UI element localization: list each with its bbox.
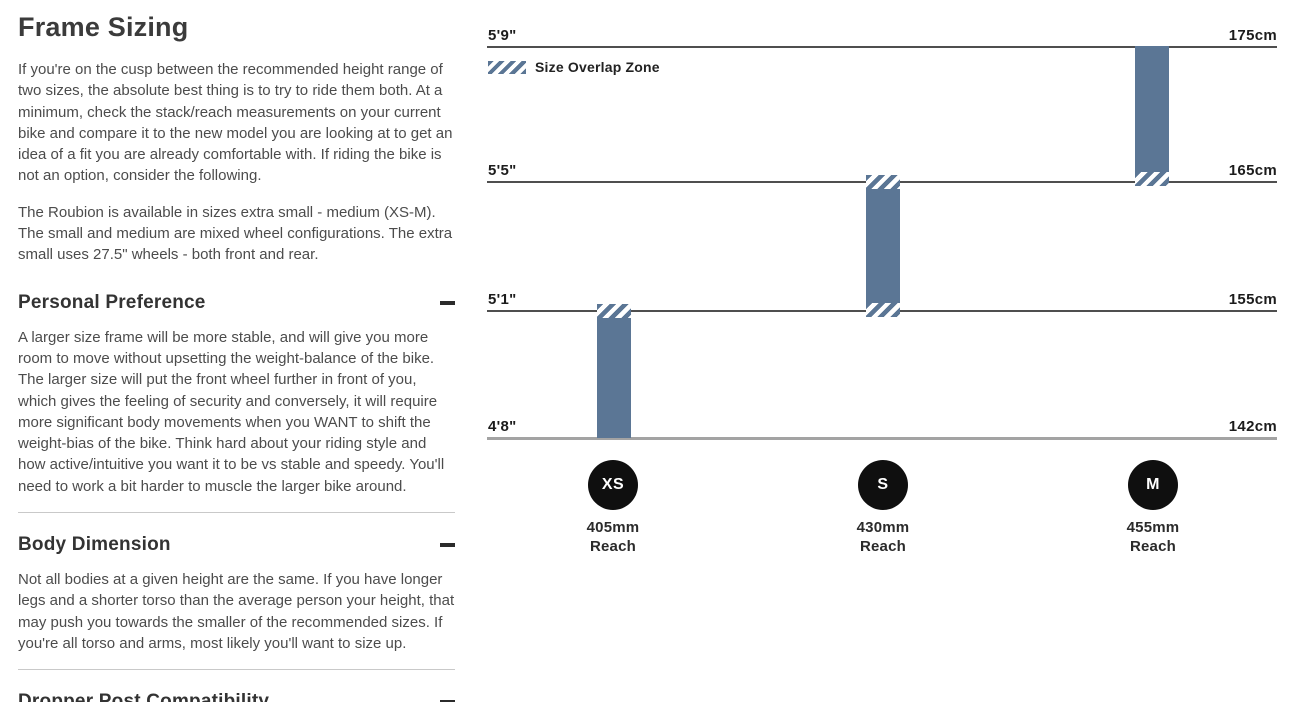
section-heading: Personal Preference — [18, 291, 206, 313]
page-title: Frame Sizing — [18, 12, 189, 42]
intro-paragraph-2: The Roubion is available in sizes extra … — [18, 203, 453, 264]
axis-label-metric-165: 165cm — [1228, 162, 1277, 179]
intro-paragraph-1: If you're on the cusp between the recomm… — [18, 61, 453, 185]
size-group-s: S 430mm Reach — [823, 460, 943, 557]
section-divider — [18, 512, 455, 514]
height-line-142cm — [487, 437, 1277, 440]
axis-label-metric-175: 175cm — [1228, 27, 1277, 44]
section-header-personal-preference[interactable]: Personal Preference — [18, 292, 455, 314]
size-badge-m: M — [1128, 460, 1178, 510]
section-body: A larger size frame will be more stable,… — [18, 328, 445, 495]
minus-icon — [440, 543, 455, 548]
article-column: Frame Sizing If you're on the cusp betwe… — [18, 12, 455, 702]
axis-label-metric-142: 142cm — [1228, 418, 1277, 435]
size-group-m: M 455mm Reach — [1093, 460, 1213, 557]
section-body-dimension: Body Dimension Not all bodies at a given… — [18, 534, 455, 671]
reach-word: Reach — [1129, 537, 1177, 555]
height-line-175cm — [487, 46, 1277, 48]
section-heading: Dropper Post Compatibility — [18, 691, 270, 702]
size-badge-s: S — [858, 460, 908, 510]
minus-icon — [440, 700, 455, 702]
overlap-hatch-top — [866, 175, 900, 189]
axis-label-imperial-5-5: 5'5" — [488, 162, 517, 179]
section-dropper-post: Dropper Post Compatibility Take a look a… — [18, 691, 455, 702]
collapse-toggle-button[interactable] — [433, 536, 455, 554]
section-header-dropper-post[interactable]: Dropper Post Compatibility — [18, 691, 455, 702]
collapse-toggle-button[interactable] — [433, 693, 455, 702]
legend-label: Size Overlap Zone — [535, 59, 660, 75]
axis-label-imperial-5-1: 5'1" — [488, 291, 517, 308]
overlap-hatch-bottom — [866, 303, 900, 317]
section-header-body-dimension[interactable]: Body Dimension — [18, 534, 455, 556]
reach-value: 455mm — [1126, 519, 1180, 536]
collapse-toggle-button[interactable] — [433, 294, 455, 312]
size-badge-xs: XS — [588, 460, 638, 510]
reach-value: 405mm — [586, 519, 640, 536]
size-bar-s — [866, 175, 900, 317]
size-bar-xs — [597, 304, 631, 438]
overlap-hatch-bottom — [1135, 172, 1169, 186]
section-personal-preference: Personal Preference A larger size frame … — [18, 292, 455, 514]
axis-label-metric-155: 155cm — [1228, 291, 1277, 308]
reach-value: 430mm — [856, 519, 910, 536]
section-body: Not all bodies at a given height are the… — [18, 571, 455, 652]
size-bar-m — [1135, 46, 1169, 186]
overlap-hatch-swatch-icon — [488, 60, 526, 74]
frame-sizing-chart: 5'9" 175cm 5'5" 165cm 5'1" 155cm 4'8" 14… — [487, 0, 1277, 702]
section-heading: Body Dimension — [18, 534, 171, 556]
overlap-hatch-top — [597, 304, 631, 318]
reach-word: Reach — [859, 537, 907, 555]
chart-legend: Size Overlap Zone — [488, 59, 660, 75]
size-group-xs: XS 405mm Reach — [553, 460, 673, 557]
axis-label-imperial-4-8: 4'8" — [488, 418, 517, 435]
axis-label-imperial-5-9: 5'9" — [488, 27, 517, 44]
section-divider — [18, 669, 455, 671]
reach-word: Reach — [589, 537, 637, 555]
minus-icon — [440, 300, 455, 305]
